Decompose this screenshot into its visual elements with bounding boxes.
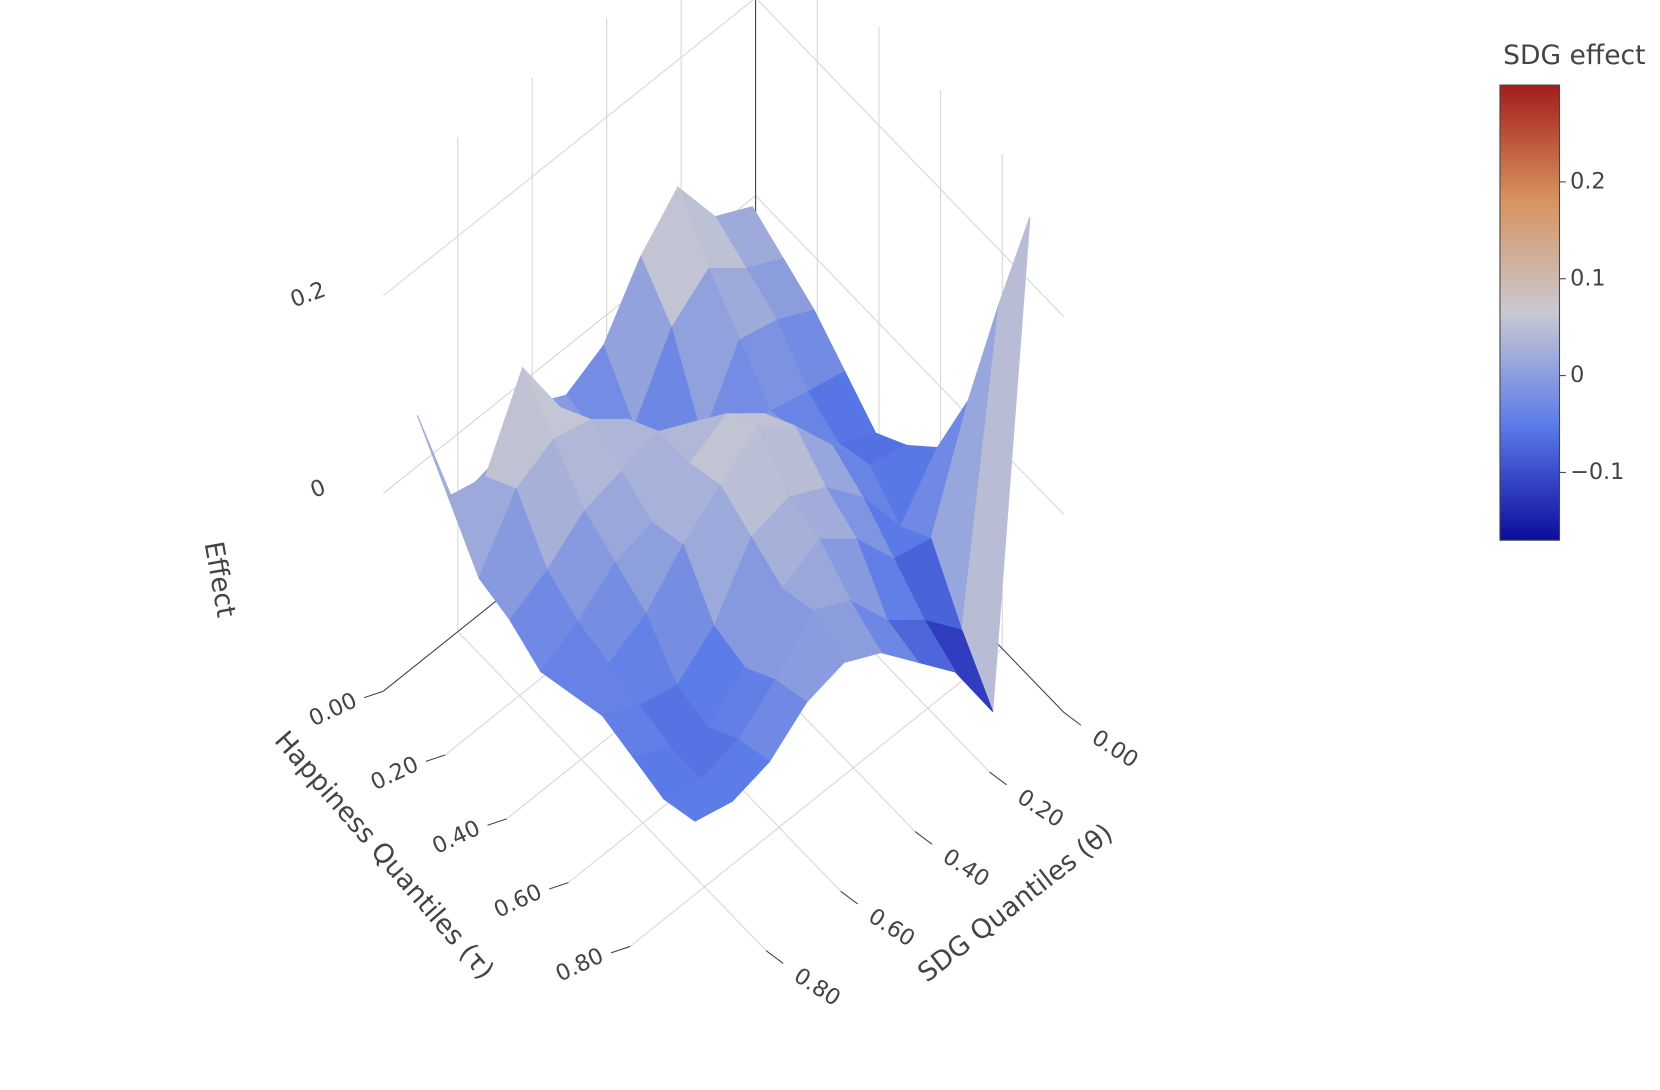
x-tick-label: 0.20 <box>1012 784 1068 833</box>
colorbar-tick-label: 0 <box>1570 362 1584 388</box>
x-tick-label: 0.80 <box>789 963 845 1012</box>
x-tick-label: 0.40 <box>938 844 994 893</box>
colorbar-tick-label: −0.1 <box>1570 459 1624 485</box>
tick-mark <box>765 950 784 964</box>
tick-mark <box>1063 712 1082 726</box>
z-tick-label: 0 <box>307 474 329 503</box>
colorbar <box>1499 84 1561 541</box>
surface-patch <box>663 778 734 822</box>
colorbar-tick-label: 0.1 <box>1570 265 1606 291</box>
x-tick-label: 0.60 <box>864 903 920 952</box>
y-tick-label: 0.40 <box>428 815 484 860</box>
grid-line <box>457 631 767 952</box>
tick-mark <box>487 818 507 826</box>
colorbar-tick-label: 0.2 <box>1570 168 1606 194</box>
y-tick-label: 0.60 <box>490 879 546 924</box>
tick-mark <box>610 945 631 954</box>
y-tick-label: 0.20 <box>367 751 423 796</box>
z-axis-title: Effect <box>198 539 242 620</box>
grid-line <box>629 648 1003 947</box>
grid-line <box>383 0 754 297</box>
x-axis-title: SDG Quantiles (θ) <box>912 818 1119 989</box>
tick-mark <box>914 831 933 845</box>
tick-mark <box>989 771 1007 786</box>
tick-mark <box>364 690 384 699</box>
tick-mark <box>425 754 446 762</box>
grid-line <box>756 0 1065 318</box>
surface <box>416 185 1031 822</box>
x-tick-label: 0.00 <box>1087 725 1143 774</box>
colorbar-title: SDG effect <box>1503 40 1645 71</box>
grid-line <box>755 195 1065 516</box>
z-tick-label: 0.2 <box>287 277 329 314</box>
tick-mark <box>840 890 858 905</box>
y-tick-label: 0.80 <box>552 943 608 988</box>
y-tick-label: 0.00 <box>305 687 361 732</box>
tick-mark <box>549 882 569 890</box>
